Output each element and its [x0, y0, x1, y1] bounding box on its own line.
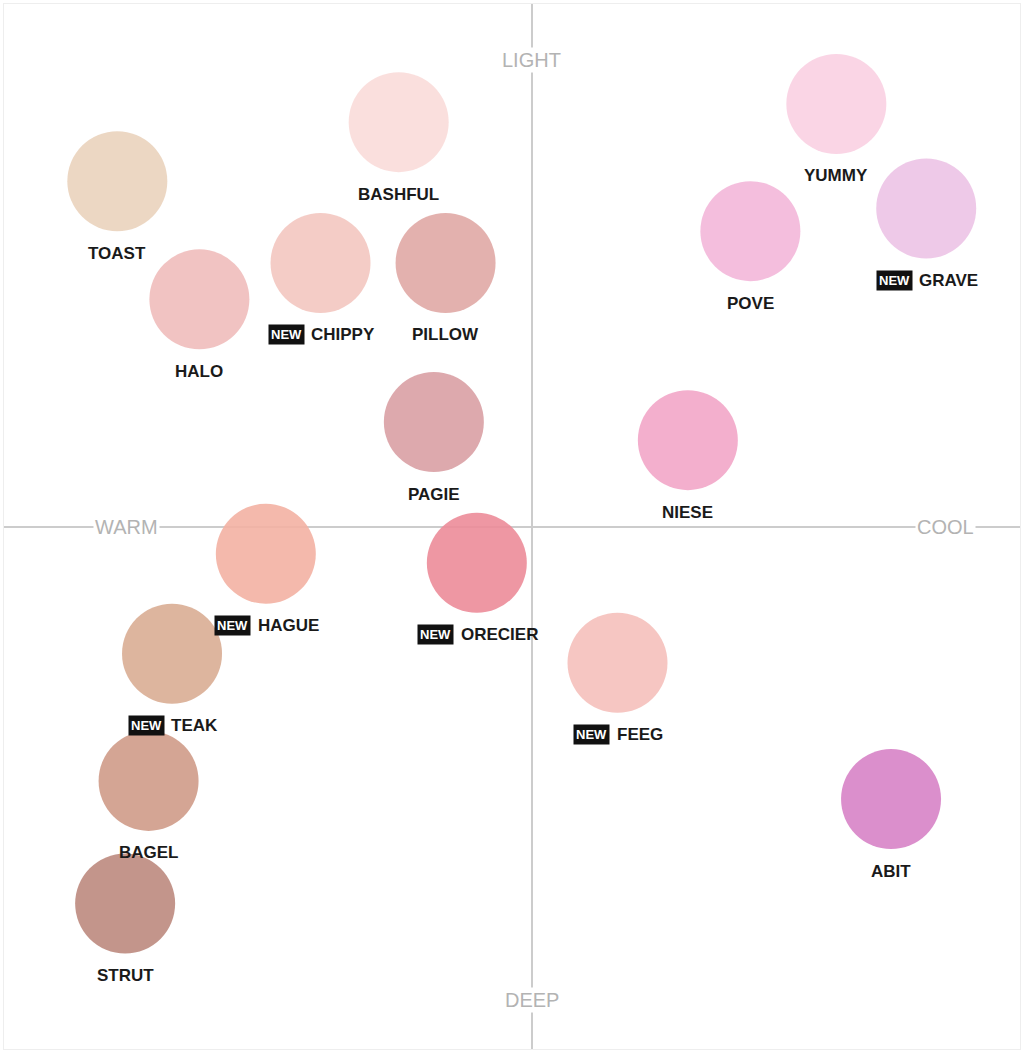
- svg-text:CHIPPY: CHIPPY: [311, 325, 375, 344]
- svg-text:BASHFUL: BASHFUL: [358, 185, 439, 204]
- svg-text:NEW: NEW: [879, 273, 910, 288]
- svg-text:LIGHT: LIGHT: [502, 49, 561, 71]
- svg-text:WARM: WARM: [95, 516, 158, 538]
- svg-text:ABIT: ABIT: [871, 862, 911, 881]
- svg-text:BAGEL: BAGEL: [119, 843, 179, 862]
- svg-text:FEEG: FEEG: [617, 725, 663, 744]
- svg-text:STRUT: STRUT: [97, 966, 154, 985]
- svg-text:NEW: NEW: [420, 627, 451, 642]
- svg-text:TOAST: TOAST: [88, 244, 146, 263]
- svg-text:YUMMY: YUMMY: [804, 166, 868, 185]
- svg-text:TEAK: TEAK: [171, 716, 218, 735]
- svg-text:COOL: COOL: [917, 516, 974, 538]
- svg-text:POVE: POVE: [727, 294, 774, 313]
- svg-text:DEEP: DEEP: [505, 989, 559, 1011]
- svg-text:HALO: HALO: [175, 362, 223, 381]
- svg-text:ORECIER: ORECIER: [461, 625, 538, 644]
- svg-text:PILLOW: PILLOW: [412, 325, 479, 344]
- svg-text:NEW: NEW: [131, 718, 162, 733]
- svg-text:NEW: NEW: [271, 327, 302, 342]
- svg-text:HAGUE: HAGUE: [258, 616, 319, 635]
- svg-text:NEW: NEW: [576, 727, 607, 742]
- svg-text:NEW: NEW: [217, 618, 248, 633]
- svg-text:PAGIE: PAGIE: [408, 485, 460, 504]
- svg-text:NIESE: NIESE: [662, 503, 713, 522]
- svg-text:GRAVE: GRAVE: [919, 271, 978, 290]
